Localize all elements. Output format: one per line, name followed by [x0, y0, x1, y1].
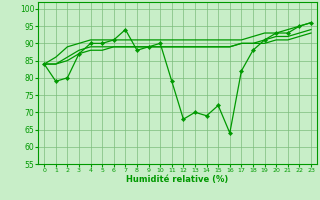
X-axis label: Humidité relative (%): Humidité relative (%)	[126, 175, 229, 184]
